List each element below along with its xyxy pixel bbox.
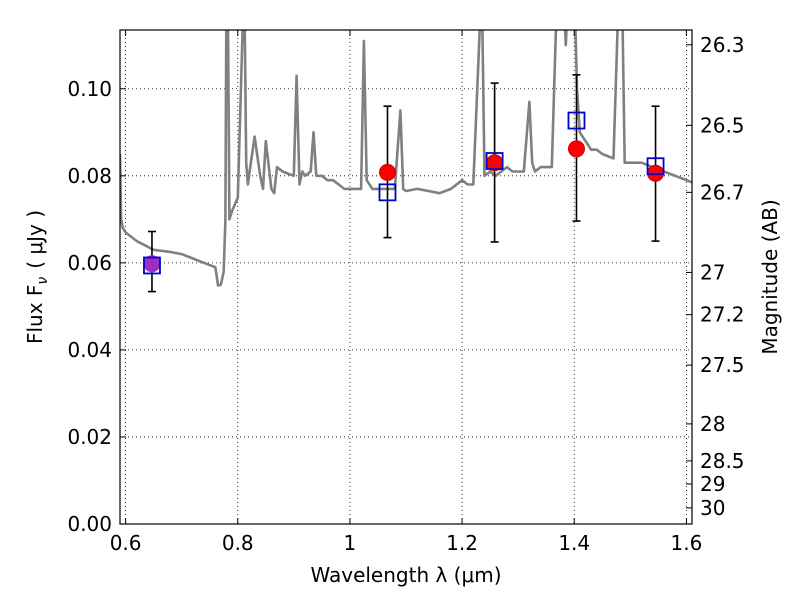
x-tick-label: 0.8: [222, 531, 254, 555]
y-axis-label-subscript: ν: [35, 277, 51, 285]
right-tick-label: 27.5: [700, 353, 745, 377]
right-tick-label: 27.2: [700, 303, 745, 327]
y-tick-label: 0.06: [67, 251, 112, 275]
right-tick-label: 26.3: [700, 33, 745, 57]
model-spectrum: [120, 30, 692, 287]
right-tick-label: 30: [700, 496, 725, 520]
x-tick-label: 1.6: [670, 531, 702, 555]
y-tick-label: 0.02: [67, 425, 112, 449]
observed-point: [567, 140, 585, 158]
x-tick-label: 0.6: [110, 531, 142, 555]
right-axis-label: Magnitude (AB): [758, 199, 782, 354]
right-tick-label: 28: [700, 412, 725, 436]
axes: 0.6 0.8 1 1.2 1.4 1.6 0.00 0.02 0.04 0.06 0.08 0.10…: [67, 30, 745, 555]
model-point: [646, 157, 665, 176]
y-axis-label-unit: ( μJy ): [23, 210, 47, 269]
x-tick-label: 1: [344, 531, 357, 555]
y-tick-label: 0.10: [67, 77, 112, 101]
spectrum-line: [120, 30, 692, 287]
observed-points: [143, 140, 665, 273]
x-tick-label: 1.4: [558, 531, 590, 555]
model-point: [378, 183, 397, 202]
observed-point: [647, 164, 665, 182]
right-tick-label: 26.7: [700, 180, 745, 204]
right-tick-label: 29: [700, 472, 725, 496]
y-tick-label: 0.08: [67, 164, 112, 188]
y-axis-label: Flux Fν ( μJy ): [23, 210, 51, 344]
right-tick-label: 28.5: [700, 449, 745, 473]
model-point: [485, 152, 504, 170]
y-axis-label-text: Flux F: [23, 285, 47, 344]
x-tick-label: 1.2: [446, 531, 478, 555]
right-tick-label: 26.5: [700, 113, 745, 137]
y-tick-label: 0.04: [67, 338, 112, 362]
right-tick-label: 27: [700, 260, 725, 284]
model-points: [143, 111, 665, 275]
model-point: [143, 256, 161, 275]
plot-frame: [119, 29, 693, 525]
model-point: [567, 111, 586, 130]
x-axis-label: Wavelength λ (μm): [310, 563, 501, 587]
y-tick-label: 0.00: [67, 512, 112, 536]
grid: [120, 30, 692, 525]
observed-point: [378, 163, 396, 181]
